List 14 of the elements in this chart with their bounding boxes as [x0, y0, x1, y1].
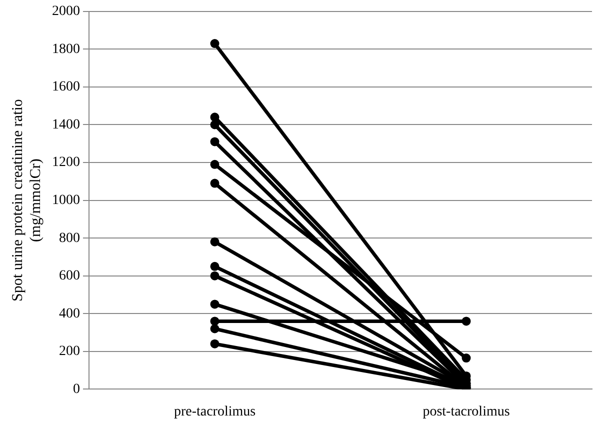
x-tick-label: post-tacrolimus	[422, 404, 510, 420]
y-axis-title: Spot urine protein creatinine ratio (mg/mmolCr)	[10, 99, 44, 302]
y-tick-label: 400	[59, 306, 80, 322]
y-tick-label: 800	[59, 230, 80, 246]
y-tick-label: 600	[59, 268, 80, 284]
x-tick-label: pre-tacrolimus	[174, 404, 256, 420]
y-tick-label: 0	[73, 382, 80, 397]
y-tick-label: 200	[59, 344, 80, 360]
y-tick-label: 1800	[52, 42, 80, 57]
y-tick-label: 1200	[52, 155, 80, 170]
y-tick-label: 2000	[52, 4, 80, 20]
y-tick-label: 1600	[52, 80, 80, 95]
y-tick-label: 1400	[52, 117, 80, 132]
y-tick-label: 1000	[52, 192, 80, 208]
